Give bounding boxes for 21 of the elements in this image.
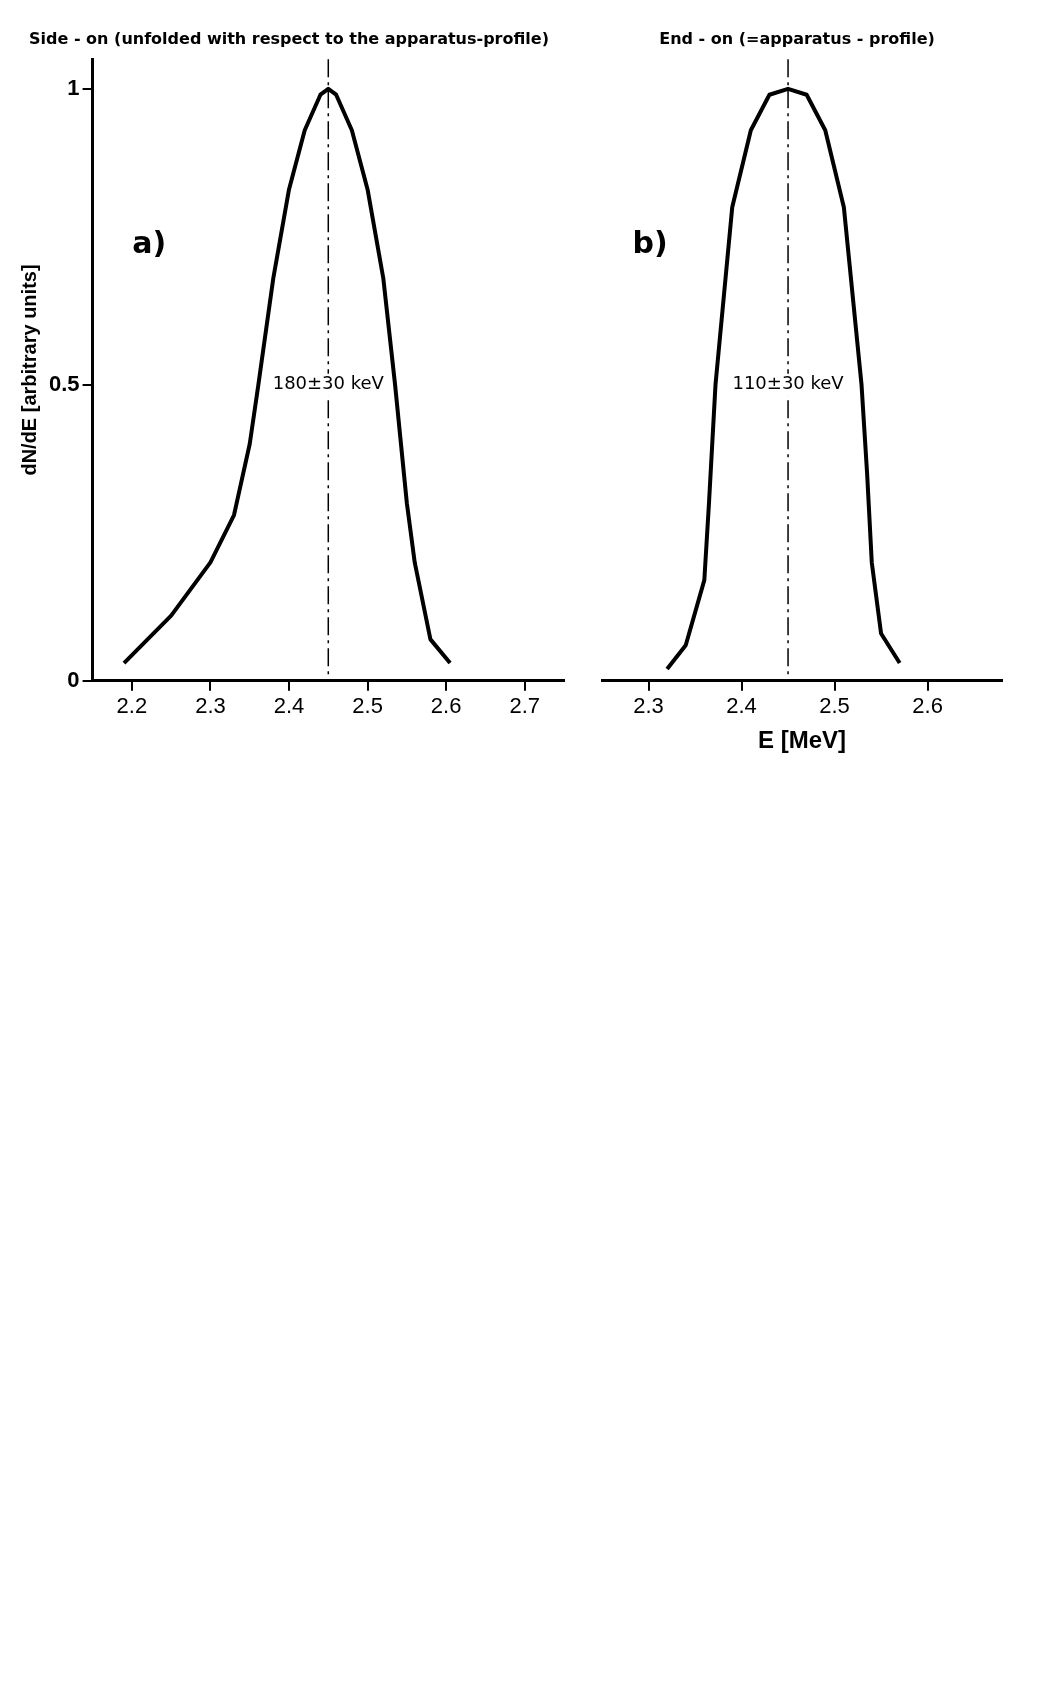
x-tick-label: 2.3 bbox=[195, 693, 226, 719]
y-tick-label: 1 bbox=[67, 74, 80, 100]
y-tick-label: 0 bbox=[67, 666, 80, 692]
y-tick-label: 0.5 bbox=[48, 370, 80, 396]
x-tick-label: 2.4 bbox=[726, 693, 757, 719]
x-tick-label: 2.2 bbox=[116, 693, 148, 719]
x-tick-label: 2.7 bbox=[509, 693, 541, 719]
annotation: a) bbox=[132, 225, 167, 261]
y-axis-title: dN/dE [arbitrary units] bbox=[17, 264, 40, 476]
x-axis-title: E [MeV] bbox=[757, 726, 847, 754]
x-tick-label: 2.4 bbox=[273, 693, 305, 719]
annotation: b) bbox=[632, 225, 668, 261]
annotation: 110±30 keV bbox=[732, 372, 845, 394]
x-tick-label: 2.5 bbox=[352, 693, 383, 719]
x-tick-label: 2.6 bbox=[912, 693, 943, 719]
chart-title: Side - on (unfolded with respect to the apparatus-profile) bbox=[29, 28, 549, 48]
x-tick-label: 2.3 bbox=[633, 693, 664, 719]
annotation: 180±30 keV bbox=[272, 372, 385, 394]
chart-title: End - on (=apparatus - profile) bbox=[659, 28, 935, 48]
x-tick-label: 2.5 bbox=[819, 693, 850, 719]
x-tick-label: 2.6 bbox=[430, 693, 462, 719]
